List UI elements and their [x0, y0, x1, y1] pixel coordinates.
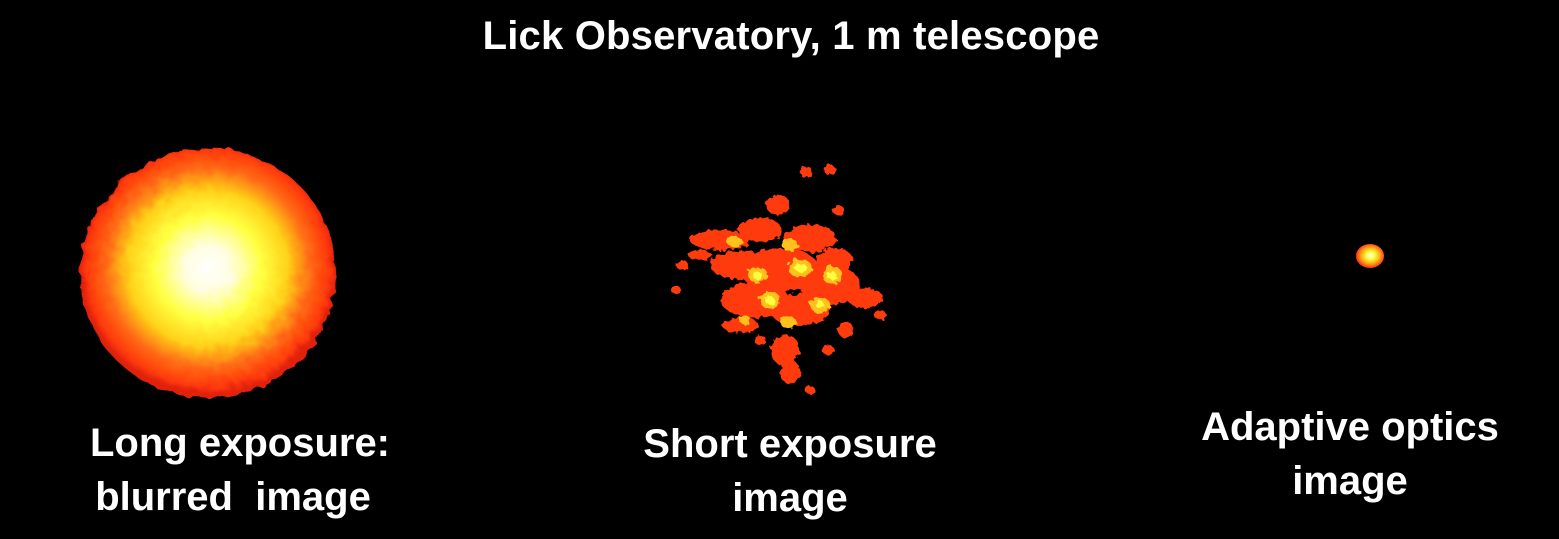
long-exposure-image	[80, 148, 336, 398]
adaptive-optics-panel	[1340, 230, 1400, 280]
short-exposure-caption-line1: Short exposure	[643, 422, 937, 466]
blurred-star	[80, 148, 336, 398]
long-exposure-caption-line2: blurred image	[95, 475, 371, 519]
adaptive-optics-caption-line2: image	[1292, 459, 1408, 503]
adaptive-optics-caption: Adaptive optics image	[1150, 400, 1550, 508]
short-exposure-caption-line2: image	[732, 476, 848, 520]
corrected-star-spot	[1356, 244, 1384, 268]
short-exposure-panel	[660, 150, 900, 400]
short-exposure-caption: Short exposure image	[590, 417, 990, 525]
long-exposure-panel	[70, 130, 350, 420]
short-exposure-image	[671, 165, 886, 394]
long-exposure-caption: Long exposure: blurred image	[40, 416, 440, 524]
adaptive-optics-image	[1356, 244, 1384, 268]
adaptive-optics-caption-line1: Adaptive optics	[1201, 405, 1499, 449]
speckle-cluster	[671, 165, 886, 394]
long-exposure-caption-line1: Long exposure:	[89, 421, 391, 465]
page-title: Lick Observatory, 1 m telescope	[482, 14, 1100, 58]
